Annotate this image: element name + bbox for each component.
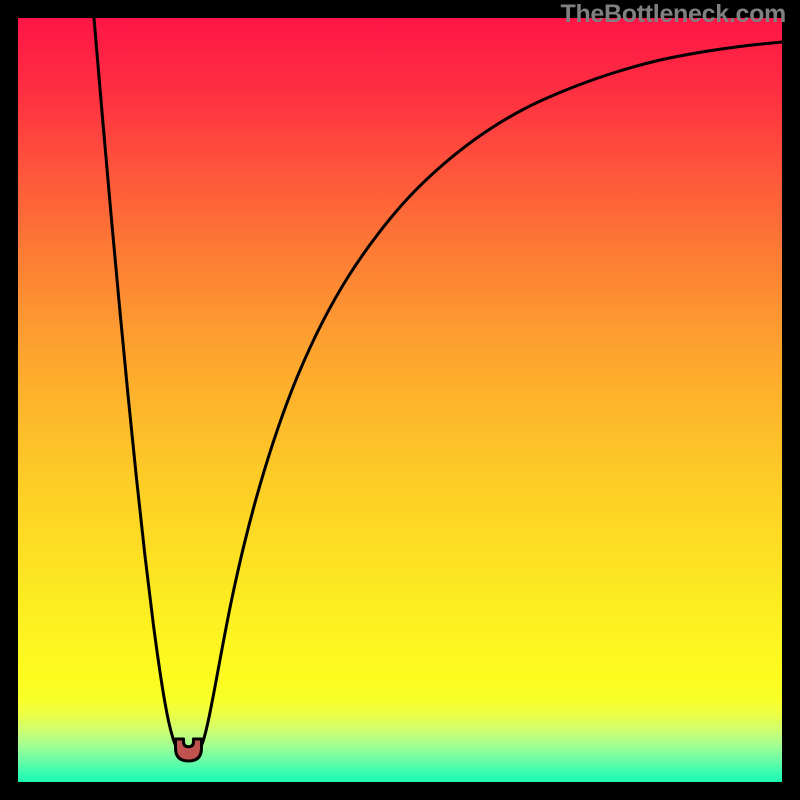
chart-svg <box>0 0 800 800</box>
watermark-text: TheBottleneck.com <box>560 0 786 29</box>
bottleneck-chart: TheBottleneck.com <box>0 0 800 800</box>
chart-background <box>18 18 782 782</box>
